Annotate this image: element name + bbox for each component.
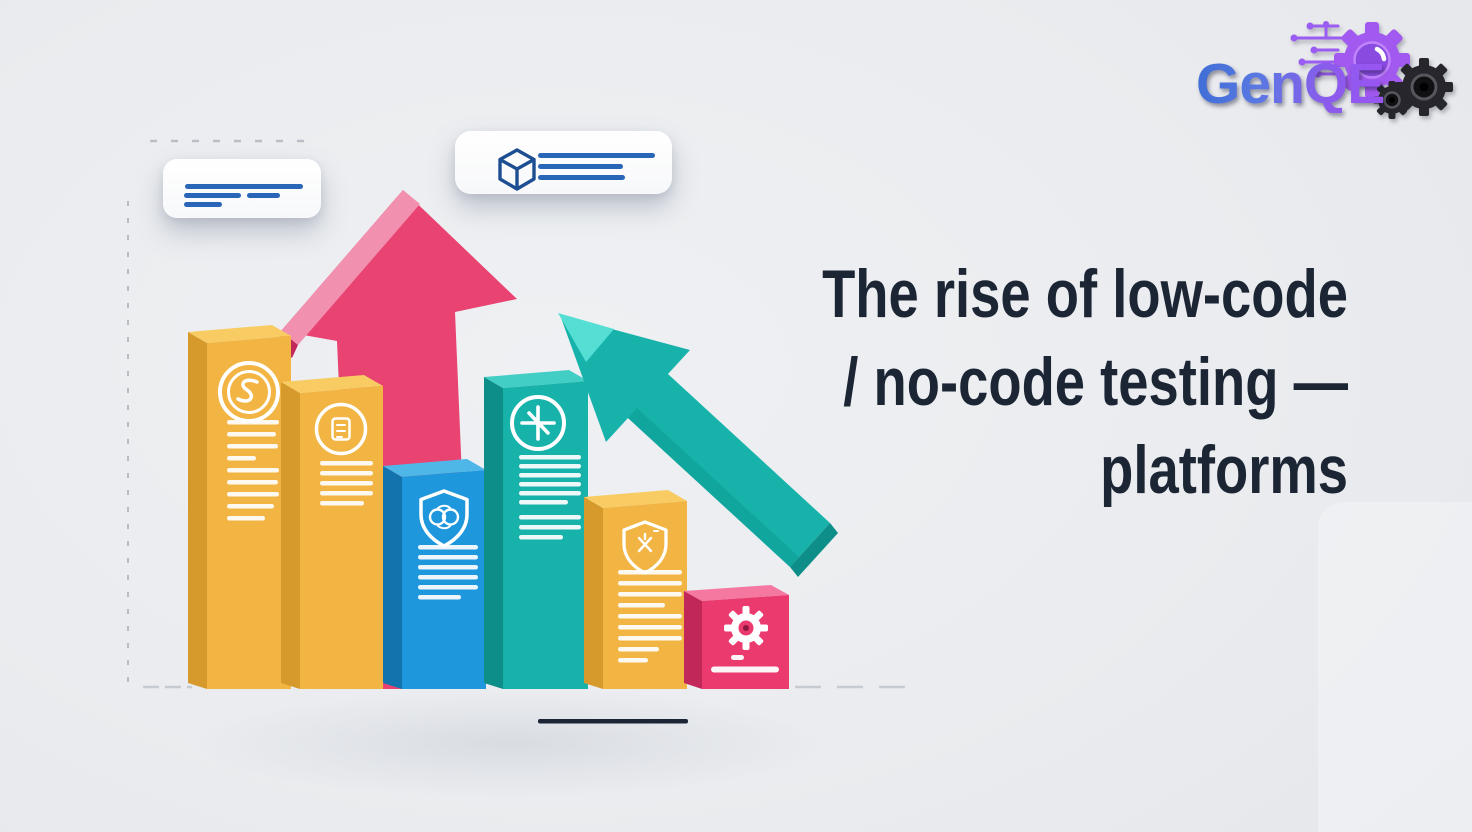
bar-5-top — [584, 490, 687, 508]
card-text-line — [184, 202, 222, 207]
magnifier-gear-icon — [1334, 22, 1410, 98]
black-gear-small-icon — [1373, 81, 1411, 119]
card-text-line — [185, 184, 303, 189]
bar-1-top — [188, 325, 291, 343]
bar-2-top — [281, 375, 383, 393]
tooltip-card-top — [455, 131, 672, 194]
trend-arrow-light-tip — [558, 313, 614, 362]
bar-5 — [584, 490, 687, 689]
bar-3 — [383, 459, 486, 689]
bar-1-text-lines — [227, 420, 279, 521]
page-title: The rise of low-code / no-code testing —… — [740, 250, 1348, 514]
bar-3-top — [383, 459, 486, 477]
bar-6-text-lines — [711, 655, 779, 673]
bar-3-side — [383, 466, 402, 689]
ledger-icon — [314, 402, 368, 456]
cube-icon — [497, 148, 537, 192]
trend-arrow-shaft-shade — [628, 408, 799, 567]
bar-5-text-lines — [618, 570, 682, 663]
bar-4-text-lines — [519, 455, 581, 540]
plus-tools-icon — [510, 395, 566, 451]
bar-2-text-lines — [320, 461, 373, 506]
card-text-line — [538, 153, 655, 158]
tooltip-card-left — [163, 159, 321, 218]
bar-2-side — [281, 382, 300, 689]
title-line-3: platforms — [1100, 432, 1348, 508]
card-text-line — [538, 175, 625, 180]
coin-icon — [218, 361, 280, 423]
up-arrow-light-facet — [281, 190, 420, 345]
gear-icon — [724, 606, 768, 650]
bar-4-top — [484, 370, 588, 388]
bar-6 — [684, 585, 789, 689]
card-text-line — [184, 193, 241, 198]
bar-4-side — [484, 377, 503, 689]
chart-soft-shadow — [70, 668, 950, 818]
title-line-2: / no-code testing — — [843, 344, 1348, 420]
trend-arrow — [558, 313, 838, 577]
title-line-1: The rise of low-code — [822, 256, 1348, 332]
bar-3-text-lines — [418, 545, 478, 600]
logo-gears-graphic — [1290, 21, 1453, 119]
chart-underline — [538, 719, 688, 724]
logo-text: GenQE — [1196, 52, 1385, 116]
bar-6-top — [684, 585, 789, 601]
bar-2 — [281, 375, 383, 689]
circuit-dots — [1290, 21, 1329, 78]
bar-5-side — [584, 497, 603, 689]
genqe-logo: GenQE — [1186, 12, 1462, 132]
bar-6-side — [684, 591, 702, 689]
bar-1-side — [188, 332, 207, 689]
background-light-patch — [1318, 502, 1472, 832]
bar-1 — [188, 325, 291, 689]
trend-arrow-tail-facet — [790, 523, 838, 577]
trend-arrow-body — [560, 315, 830, 567]
card-text-line — [538, 164, 623, 169]
card-text-line — [247, 193, 280, 198]
bar-4 — [484, 370, 588, 689]
